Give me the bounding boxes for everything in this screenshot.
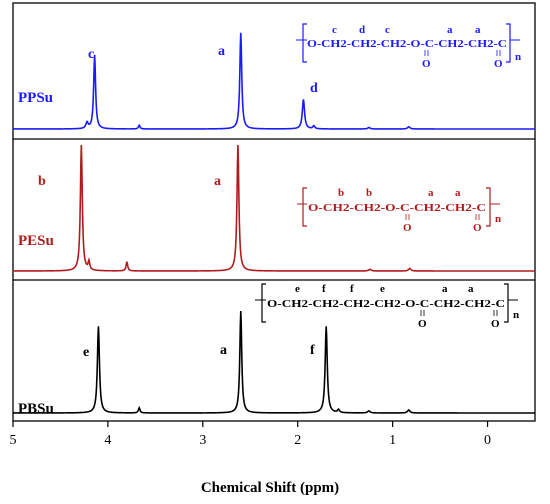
peak-label-pesu-a: a: [214, 174, 221, 189]
x-axis-label: Chemical Shift (ppm): [201, 480, 339, 496]
structure-backbone: O-CH2-CH2-O-C-CH2-CH2-C: [308, 202, 486, 214]
structure-letter: f: [322, 283, 326, 295]
structure-letter: a: [428, 187, 434, 199]
x-tick-label: 4: [104, 433, 111, 448]
structure-letter: a: [455, 187, 461, 199]
peak-label-pesu-b: b: [38, 174, 46, 189]
structure-letter: e: [380, 283, 385, 295]
structure-carbonyl-o: O: [422, 58, 431, 70]
structure-ppsu: c d c a a O-CH2-CH2-CH2-O-C-CH2-CH2-C O …: [296, 23, 521, 70]
x-tick-label: 2: [294, 433, 301, 448]
structure-repeat-n: n: [495, 213, 501, 225]
structure-letter: a: [442, 283, 448, 295]
x-axis-ticks: [12, 421, 489, 427]
peak-label-ppsu-c: c: [88, 47, 94, 62]
structure-letter: d: [359, 24, 365, 36]
structure-repeat-n: n: [513, 309, 519, 321]
x-tick-label: 0: [484, 433, 491, 448]
spectrum-line-pbsu: [13, 310, 535, 414]
structure-carbonyl-o: O: [418, 318, 427, 330]
peak-label-pbsu-f: f: [310, 343, 315, 358]
series-label-ppsu: PPSu: [18, 90, 53, 106]
structure-letter: a: [447, 24, 453, 36]
structure-carbonyl-o: O: [403, 222, 412, 234]
structure-backbone: O-CH2-CH2-CH2-CH2-O-C-CH2-CH2-C: [267, 298, 505, 310]
x-tick-label: 5: [10, 433, 17, 448]
plot-frame: [12, 2, 536, 422]
structure-carbonyl-o: O: [491, 318, 500, 330]
structure-backbone: O-CH2-CH2-CH2-O-C-CH2-CH2-C: [307, 38, 507, 50]
x-tick-label: 1: [389, 433, 396, 448]
x-axis-tick-labels: 5 4 3 2 1 0: [10, 433, 492, 448]
structure-letter: b: [338, 187, 344, 199]
structure-letter: c: [385, 24, 390, 36]
structure-letter: b: [366, 187, 372, 199]
peak-label-pbsu-e: e: [83, 345, 89, 360]
series-label-pbsu: PBSu: [18, 401, 54, 417]
structure-pesu: b b a a O-CH2-CH2-O-C-CH2-CH2-C O O n: [297, 187, 501, 234]
peak-label-ppsu-a: a: [218, 44, 225, 59]
structure-pbsu: e f f e a a O-CH2-CH2-CH2-CH2-O-C-CH2-CH…: [255, 283, 519, 330]
structure-carbonyl-o: O: [494, 58, 503, 70]
peak-label-ppsu-d: d: [310, 81, 318, 96]
peak-label-pbsu-a: a: [220, 343, 227, 358]
structure-letter: e: [295, 283, 300, 295]
structure-letter: a: [468, 283, 474, 295]
structure-letter: f: [350, 283, 354, 295]
spectrum-line-ppsu: [13, 32, 535, 130]
structure-letter: a: [475, 24, 481, 36]
series-label-pesu: PESu: [18, 233, 54, 249]
spectrum-line-pesu: [13, 144, 535, 272]
x-tick-label: 3: [199, 433, 206, 448]
structure-letter: c: [332, 24, 337, 36]
structure-repeat-n: n: [515, 51, 521, 63]
structure-carbonyl-o: O: [473, 222, 482, 234]
